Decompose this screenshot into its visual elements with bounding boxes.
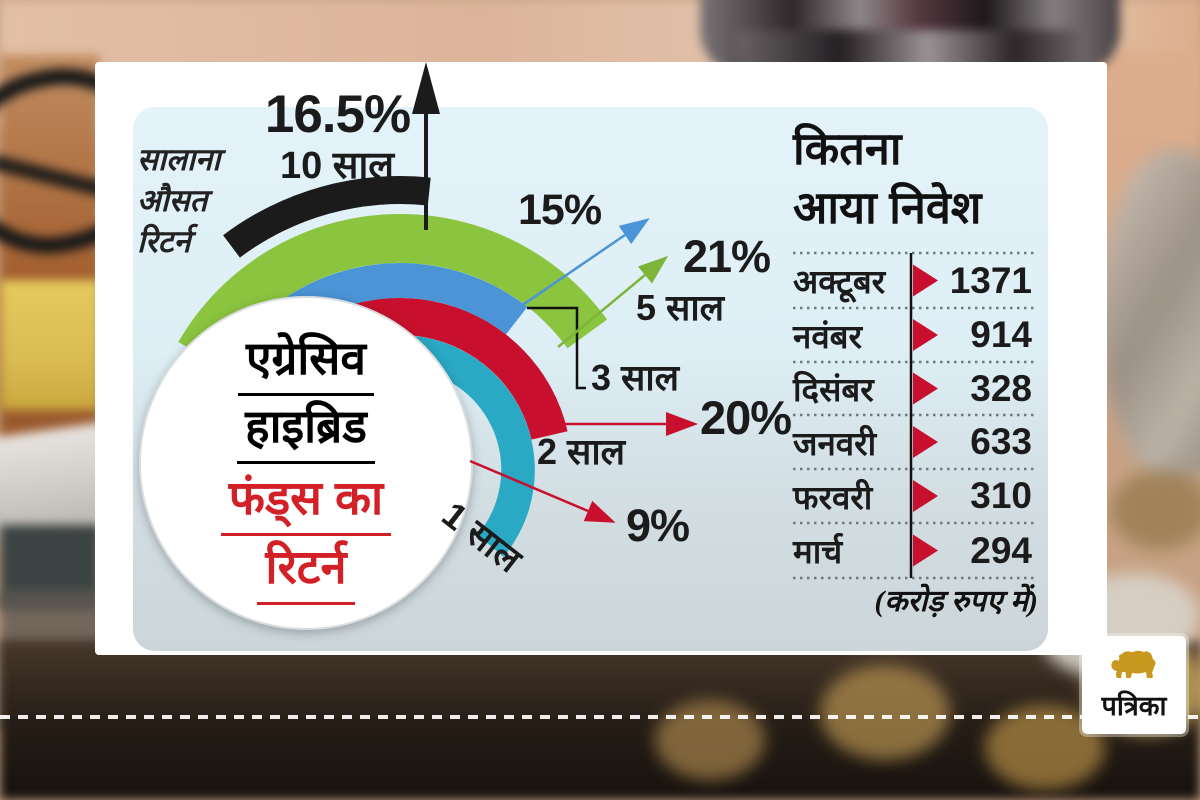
row-marker-triangle [913, 426, 938, 458]
title-line-3: फंड्स का [136, 464, 476, 536]
coin-icon [655, 700, 765, 780]
axis-side-label: सालाना औसत रिटर्न [137, 142, 221, 259]
month-label: अक्टूबर [793, 263, 886, 300]
arrow-3y-line [504, 233, 626, 319]
arrow-10y-head [412, 62, 440, 114]
patrika-logo: पत्रिका [1082, 636, 1186, 734]
ring-10y [223, 175, 431, 258]
title-line-2: हाइब्रिड [136, 394, 476, 464]
return-value-5y: 21% [683, 231, 771, 282]
lion-mane [1140, 650, 1152, 663]
arrow-1y-line [469, 459, 589, 513]
table-row: जनवरी 633 [793, 415, 1038, 469]
arrow-2y-head [666, 412, 698, 436]
month-value: 914 [970, 314, 1032, 355]
coin-icon [820, 665, 950, 760]
month-value: 294 [970, 529, 1032, 571]
ring-5y [178, 213, 608, 367]
arrow-3y-head [618, 218, 650, 245]
table-row: नवंबर 914 [793, 308, 1038, 362]
row-marker-triangle [913, 480, 938, 512]
row-marker-triangle [913, 264, 938, 297]
background-notebook [0, 280, 100, 410]
month-value: 328 [970, 367, 1032, 409]
table-row: मार्च 294 [793, 523, 1038, 578]
coin-icon [1110, 470, 1200, 550]
row-marker-triangle [913, 372, 938, 405]
arrow-1y-head [583, 500, 616, 523]
month-value: 1371 [949, 259, 1032, 301]
connector-3y [527, 306, 586, 390]
month-value: 633 [970, 421, 1032, 462]
table-row: दिसंबर 328 [793, 362, 1038, 415]
table-footnote: (करोड़ रुपए में) [874, 585, 1038, 618]
ring-3y [236, 263, 528, 365]
row-marker-triangle [913, 319, 938, 351]
return-value-1y: 9% [626, 500, 690, 551]
arrow-5y-line [557, 274, 646, 348]
table-row: अक्टूबर 1371 [793, 253, 1038, 308]
month-label: दिसंबर [793, 371, 874, 408]
arrow-5y-head [637, 255, 669, 284]
return-value-10y: 16.5% [264, 85, 411, 144]
ring-1y [309, 335, 535, 557]
period-label-3y: 3 साल [591, 357, 680, 398]
period-label-2y: 2 साल [537, 431, 626, 472]
month-label: फरवरी [793, 478, 873, 516]
month-value: 310 [970, 475, 1032, 516]
row-marker-triangle [913, 534, 938, 567]
logo-text: पत्रिका [1101, 690, 1167, 721]
title-line-1: एग्रेसिव [136, 326, 476, 396]
return-value-2y: 20% [700, 391, 792, 444]
period-label-5y: 5 साल [636, 287, 725, 328]
month-label: मार्च [793, 533, 843, 570]
return-value-3y: 15% [518, 186, 602, 234]
month-label: नवंबर [793, 317, 863, 355]
title-line-4: रिटर्न [136, 533, 476, 605]
period-label-10y: 10 साल [279, 145, 395, 187]
month-label: जनवरी [793, 424, 877, 462]
table-title: कितना आया निवेश [793, 123, 982, 233]
table-row: फरवरी 310 [793, 469, 1038, 523]
lion-icon [1111, 650, 1156, 678]
